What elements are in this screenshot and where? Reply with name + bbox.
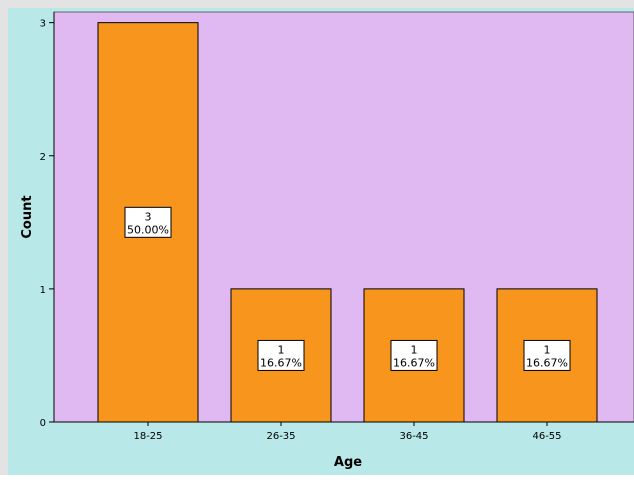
y-tick-label-3: 3: [40, 19, 46, 30]
data-label-percent-26-35: 16.67%: [260, 356, 302, 369]
data-label-count-46-55: 1: [544, 343, 551, 356]
data-labels-layer: 350.00%116.67%116.67%116.67%: [124, 206, 571, 371]
x-tick-label-18-25: 18-25: [133, 431, 162, 442]
axes-layer: 18-25 26-35 36-45 46-55 0 1 2 3: [40, 12, 634, 442]
data-label-percent-36-45: 16.67%: [393, 356, 435, 369]
data-label-count-36-45: 1: [411, 343, 418, 356]
x-tick-label-26-35: 26-35: [266, 431, 295, 442]
data-label-box-36-45: [390, 339, 438, 371]
y-tick-label-0: 0: [40, 418, 46, 429]
x-tick-label-36-45: 36-45: [399, 431, 428, 442]
y-tick-label-2: 2: [40, 152, 46, 163]
data-label-box-26-35: [257, 339, 305, 371]
data-label-box-18-25: [124, 206, 172, 238]
x-tick-label-46-55: 46-55: [532, 431, 561, 442]
y-axis-title: Count: [20, 195, 35, 238]
x-axis-title: Age: [334, 455, 362, 470]
y-tick-label-1: 1: [40, 285, 46, 296]
data-label-percent-18-25: 50.00%: [127, 223, 169, 236]
data-label-box-46-55: [523, 339, 571, 371]
data-label-count-26-35: 1: [278, 343, 285, 356]
data-label-percent-46-55: 16.67%: [526, 356, 568, 369]
data-label-count-18-25: 3: [145, 210, 152, 223]
